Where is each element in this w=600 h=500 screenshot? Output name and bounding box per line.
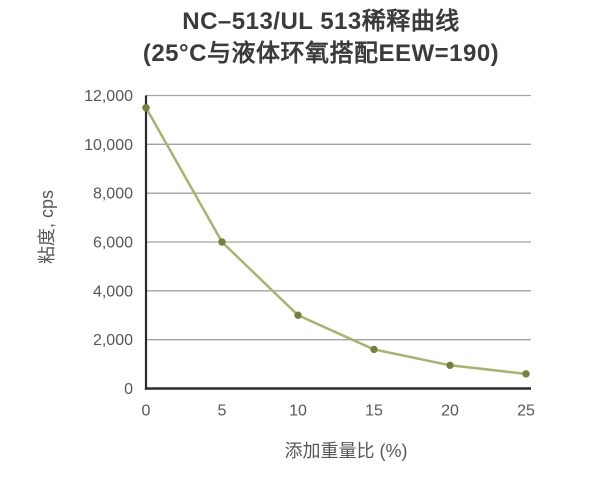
gridlines	[146, 94, 531, 341]
data-point-20pct	[446, 361, 454, 370]
x-axis-title: 添加重量比 (%)	[284, 441, 408, 461]
y-tick-label-0: 0	[124, 381, 133, 398]
data-point-markers	[142, 104, 530, 378]
x-tick-label-25: 25	[517, 403, 535, 420]
x-tick-label-5: 5	[218, 403, 227, 420]
data-point-10pct	[294, 311, 302, 319]
dilution-curve-series	[144, 107, 527, 376]
x-tick-labels: 0 5 10 15 20 25	[142, 403, 535, 420]
chart-title-line-2: (25°C与液体环氧搭配EEW=190)	[142, 40, 500, 67]
x-tick-label-10: 10	[289, 403, 307, 420]
data-point-25pct	[522, 370, 530, 378]
data-point-0pct	[142, 104, 150, 112]
chart-title: NC–513/UL 513稀释曲线 (25°C与液体环氧搭配EEW=190)	[21, 6, 600, 70]
y-tick-labels: 0 2,000 4,000 6,000 8,000 10,000 12,000	[84, 88, 133, 398]
x-tick-label-0: 0	[142, 403, 151, 420]
x-tick-label-15: 15	[365, 403, 383, 420]
chart-title-line-1: NC–513/UL 513稀释曲线	[182, 8, 460, 35]
y-tick-label-8000: 8,000	[93, 186, 133, 203]
y-tick-label-4000: 4,000	[93, 283, 133, 300]
x-tick-label-20: 20	[441, 403, 459, 420]
y-axis-title: 粘度, cps	[37, 189, 57, 265]
y-tick-label-2000: 2,000	[93, 332, 133, 349]
data-point-5pct	[218, 238, 226, 246]
axes	[144, 95, 531, 390]
y-tick-label-10000: 10,000	[84, 137, 133, 154]
dilution-curve-polyline	[144, 107, 527, 376]
y-tick-label-6000: 6,000	[93, 235, 133, 252]
y-tick-label-12000: 12,000	[84, 88, 133, 105]
data-point-15pct	[370, 345, 378, 354]
